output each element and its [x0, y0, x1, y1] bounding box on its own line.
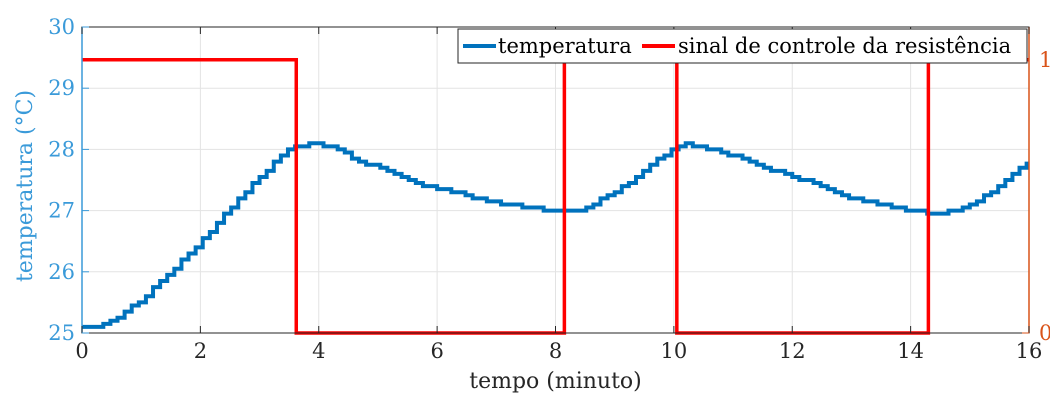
y-tick-label-right: 1 [1039, 48, 1050, 72]
y-tick-label-right: 0 [1039, 321, 1050, 345]
legend: temperatura sinal de controle da resistê… [457, 28, 1028, 64]
legend-label-sinal: sinal de controle da resistência [678, 34, 1011, 58]
x-tick-label: 6 [430, 339, 443, 363]
x-tick-label: 8 [549, 339, 562, 363]
legend-label-temperatura: temperatura [498, 34, 632, 58]
x-tick-label: 0 [75, 339, 88, 363]
x-axis-label: tempo (minuto) [469, 369, 642, 394]
legend-box [457, 28, 1028, 64]
x-tick-label: 12 [779, 339, 806, 363]
y-tick-label-left: 27 [48, 199, 75, 223]
series-line-temperatura [82, 141, 1029, 329]
x-tick-label: 16 [1016, 339, 1043, 363]
y-tick-label-left: 28 [48, 137, 75, 161]
y-tick-label-left: 26 [48, 260, 75, 284]
y-tick-label-left: 25 [48, 321, 75, 345]
y-axis-label-left: temperatura (°C) [13, 90, 38, 282]
grid [81, 26, 1030, 334]
x-tick-label: 14 [897, 339, 924, 363]
y-tick-label-left: 30 [48, 15, 75, 39]
x-tick-label: 2 [194, 339, 207, 363]
x-tick-label: 10 [661, 339, 688, 363]
ticks: 0 2 4 6 8 10 12 14 16 25 26 27 28 29 30 0 1 [48, 15, 1050, 363]
x-tick-label: 4 [312, 339, 325, 363]
y-tick-label-left: 29 [48, 76, 75, 100]
